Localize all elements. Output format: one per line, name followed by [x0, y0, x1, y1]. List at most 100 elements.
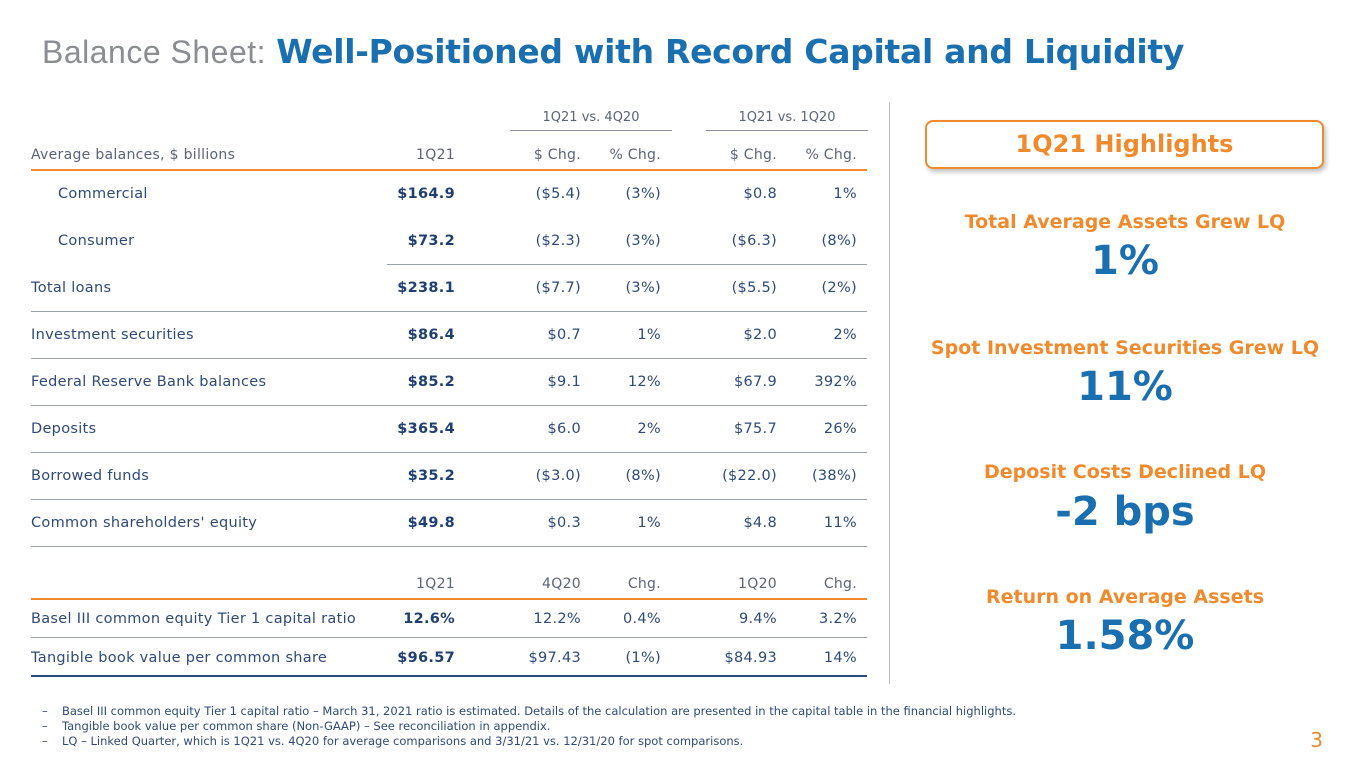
cell: (3%): [625, 186, 661, 202]
column-header: % Chg.: [609, 147, 661, 163]
highlight-value: 11%: [1077, 364, 1173, 410]
column-header: 4Q20: [542, 576, 581, 592]
footnote-marker: –: [42, 734, 48, 748]
cell: $6.0: [547, 421, 581, 437]
cell: (8%): [625, 468, 661, 484]
cell: 9.4%: [738, 611, 777, 627]
cell: $238.1: [397, 280, 455, 296]
cell: $0.7: [547, 327, 581, 343]
highlight-label: Deposit Costs Declined LQ: [984, 461, 1266, 483]
cell: $2.0: [743, 327, 777, 343]
cell: ($3.0): [535, 468, 581, 484]
group-header-1q21-vs-4q20: 1Q21 vs. 4Q20: [542, 110, 640, 125]
table-row: Total loans $238.1 ($7.7) (3%) ($5.5) (2…: [31, 265, 867, 312]
cell: (2%): [821, 280, 857, 296]
page-title: Balance Sheet: Well-Positioned with Reco…: [42, 32, 1184, 71]
table-row: Commercial $164.9 ($5.4) (3%) $0.8 1%: [31, 171, 867, 217]
row-label: Consumer: [58, 233, 135, 249]
row-label: Investment securities: [31, 327, 194, 343]
cell: (1%): [625, 650, 661, 666]
cell: $164.9: [397, 186, 455, 202]
footnote: – LQ – Linked Quarter, which is 1Q21 vs. …: [42, 734, 1016, 749]
row-label: Deposits: [31, 421, 97, 437]
column-header: Chg.: [627, 576, 661, 592]
table-row: Federal Reserve Bank balances $85.2 $9.1…: [31, 359, 867, 406]
page-number: 3: [1310, 728, 1323, 752]
cell: $35.2: [407, 468, 455, 484]
highlight-label: Total Average Assets Grew LQ: [964, 211, 1286, 233]
title-main: Well-Positioned with Record Capital and …: [276, 32, 1185, 71]
cell: 1%: [637, 515, 661, 531]
cell: (3%): [625, 280, 661, 296]
cell: 2%: [637, 421, 661, 437]
title-prefix: Balance Sheet:: [42, 34, 267, 70]
column-header: 1Q21: [416, 147, 455, 163]
cell: 12%: [627, 374, 661, 390]
footnote-text: Tangible book value per common share (No…: [62, 719, 551, 733]
cell: $67.9: [733, 374, 777, 390]
highlight-value: 1%: [1091, 238, 1159, 284]
cell: 11%: [823, 515, 857, 531]
cell: 12.6%: [403, 611, 455, 627]
row-label: Total loans: [31, 280, 112, 296]
column-header: 1Q21: [416, 576, 455, 592]
footnote-text: LQ – Linked Quarter, which is 1Q21 vs. 4…: [62, 734, 744, 748]
cell: $365.4: [397, 421, 455, 437]
footnotes: – Basel III common equity Tier 1 capital …: [42, 704, 1016, 749]
cell: 3.2%: [818, 611, 857, 627]
footnote-marker: –: [42, 704, 48, 718]
column-header: 1Q20: [738, 576, 777, 592]
highlight-value: 1.58%: [1055, 613, 1195, 659]
table-row: Borrowed funds $35.2 ($3.0) (8%) ($22.0)…: [31, 453, 867, 500]
cell: $97.43: [528, 650, 581, 666]
cell: $0.3: [547, 515, 581, 531]
group-header-rule: [706, 130, 868, 131]
column-header: Average balances, $ billions: [31, 147, 236, 163]
footnote: – Basel III common equity Tier 1 capital …: [42, 704, 1016, 719]
highlight-label: Spot Investment Securities Grew LQ: [930, 337, 1320, 359]
cell: ($22.0): [722, 468, 777, 484]
column-header: $ Chg.: [729, 147, 777, 163]
cell: $84.93: [724, 650, 777, 666]
cell: 26%: [823, 421, 857, 437]
subtotal-rule: [387, 264, 867, 265]
cell: 1%: [833, 186, 857, 202]
table2-header-row: 1Q21 4Q20 Chg. 1Q20 Chg.: [31, 562, 867, 600]
footnote-text: Basel III common equity Tier 1 capital r…: [62, 704, 1016, 718]
cell: $85.2: [407, 374, 455, 390]
cell: $73.2: [407, 233, 455, 249]
cell: 14%: [823, 650, 857, 666]
table-row: Deposits $365.4 $6.0 2% $75.7 26%: [31, 406, 867, 453]
footnote-marker: –: [42, 719, 48, 733]
cell: 392%: [814, 374, 857, 390]
cell: 12.2%: [533, 611, 581, 627]
row-label: Commercial: [58, 186, 148, 202]
cell: $86.4: [407, 327, 455, 343]
row-label: Tangible book value per common share: [31, 650, 328, 666]
table-row: Common shareholders' equity $49.8 $0.3 1…: [31, 500, 867, 547]
highlight-label: Return on Average Assets: [985, 586, 1265, 608]
group-header-rule: [510, 130, 672, 131]
table-row: Consumer $73.2 ($2.3) (3%) ($6.3) (8%): [31, 218, 867, 264]
table-row: Tangible book value per common share $96…: [31, 638, 867, 677]
cell: $0.8: [743, 186, 777, 202]
group-header-1q21-vs-1q20: 1Q21 vs. 1Q20: [738, 110, 836, 125]
cell: 2%: [833, 327, 857, 343]
cell: ($7.7): [535, 280, 581, 296]
column-header: $ Chg.: [533, 147, 581, 163]
vertical-divider: [889, 102, 890, 684]
footnote: – Tangible book value per common share (N…: [42, 719, 1016, 734]
cell: (3%): [625, 233, 661, 249]
cell: $96.57: [397, 650, 455, 666]
row-label: Common shareholders' equity: [31, 515, 258, 531]
cell: $75.7: [733, 421, 777, 437]
column-header: % Chg.: [805, 147, 857, 163]
cell: ($5.4): [535, 186, 581, 202]
cell: $9.1: [547, 374, 581, 390]
row-label: Borrowed funds: [31, 468, 150, 484]
cell: $49.8: [407, 515, 455, 531]
cell: (8%): [821, 233, 857, 249]
highlights-header: 1Q21 Highlights: [925, 120, 1324, 169]
cell: ($5.5): [731, 280, 777, 296]
highlight-value: -2 bps: [1055, 489, 1195, 535]
